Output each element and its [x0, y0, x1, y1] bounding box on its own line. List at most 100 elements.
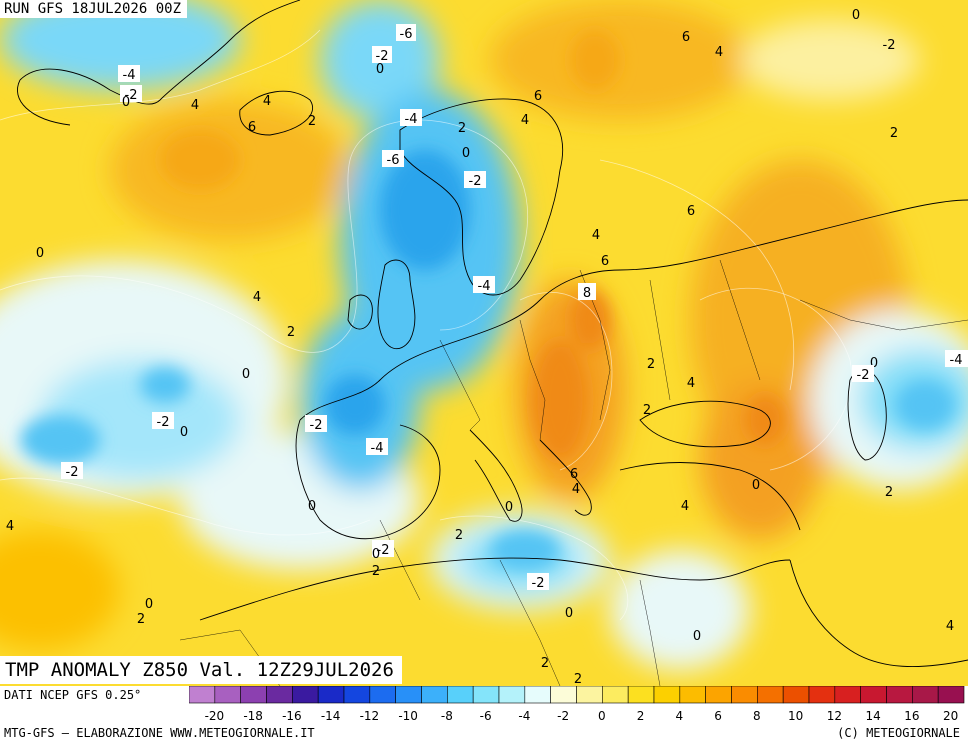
svg-text:0: 0 [752, 478, 760, 493]
svg-text:6: 6 [601, 254, 609, 269]
svg-text:4: 4 [715, 45, 723, 60]
contour-label: 2 [287, 325, 295, 340]
svg-text:4: 4 [572, 482, 580, 497]
contour-label: 2 [137, 612, 145, 627]
borders [179, 259, 968, 686]
scale-swatch [886, 686, 913, 704]
scale-swatch [834, 686, 861, 704]
copyright-text: (C) METEOGIORNALE [837, 726, 960, 740]
svg-text:4: 4 [521, 113, 529, 128]
contour-label: 4 [687, 376, 695, 391]
scale-swatch [782, 686, 810, 704]
contour-label: 0 [376, 62, 384, 77]
svg-text:6: 6 [570, 467, 578, 482]
contour-label: 4 [253, 290, 261, 305]
contour-label: 2 [541, 656, 549, 671]
contour-label: 6 [248, 120, 256, 135]
scale-tick-label: 20 [943, 709, 958, 723]
contour-label: -2 [152, 412, 174, 430]
svg-text:0: 0 [36, 246, 44, 261]
svg-text:2: 2 [890, 126, 898, 141]
contour-label: 4 [681, 499, 689, 514]
svg-text:2: 2 [574, 672, 582, 686]
svg-text:4: 4 [253, 290, 261, 305]
svg-text:0: 0 [870, 356, 878, 371]
contour-label: 0 [122, 95, 130, 110]
contour-label: -2 [852, 365, 874, 383]
svg-text:-6: -6 [387, 153, 400, 168]
svg-text:2: 2 [137, 612, 145, 627]
scale-tick-label: 14 [865, 709, 880, 723]
svg-text:2: 2 [458, 121, 466, 136]
contour-label: 0 [870, 356, 878, 371]
run-label: RUN GFS 18JUL2026 00Z [0, 0, 188, 18]
svg-text:2: 2 [647, 357, 655, 372]
contour-label: 0 [308, 499, 316, 514]
contour-labels: -6 -4 -2 0 0 2 4 6 8 -6 -4 -2 0 2 4 6 -2… [6, 8, 968, 686]
scale-swatch [369, 686, 396, 704]
contour-label: 2 [372, 564, 380, 579]
scale-swatch [189, 686, 216, 704]
svg-text:0: 0 [693, 629, 701, 644]
scale-swatch [395, 686, 422, 704]
contour-label: 0 [145, 597, 153, 612]
data-source: DATI NCEP GFS 0.25° [4, 688, 142, 702]
contour-label: 6 [534, 89, 542, 104]
svg-text:4: 4 [946, 619, 954, 634]
scale-swatch [214, 686, 241, 704]
svg-text:0: 0 [852, 8, 860, 23]
svg-text:-2: -2 [125, 88, 138, 103]
svg-text:-2: -2 [377, 543, 390, 558]
scale-swatch [860, 686, 887, 704]
svg-text:0: 0 [462, 146, 470, 161]
scale-swatch [447, 686, 474, 704]
svg-text:6: 6 [682, 30, 690, 45]
svg-text:2: 2 [643, 403, 651, 418]
scale-swatch [808, 686, 836, 704]
contour-label: -2 [61, 462, 83, 480]
contour-label: 0 [505, 500, 513, 515]
map-title: TMP ANOMALY Z850 Val. 12Z29JUL2026 [0, 656, 402, 684]
contour-label: 4 [521, 113, 529, 128]
scale-swatch [240, 686, 267, 704]
scale-tick-label: 16 [904, 709, 919, 723]
scale-swatch [937, 686, 965, 704]
contour-label: -6 [396, 24, 416, 42]
contour-label: -4 [118, 65, 140, 83]
scale-tick-label: 8 [753, 709, 761, 723]
svg-text:4: 4 [263, 94, 271, 109]
svg-text:2: 2 [455, 528, 463, 543]
scale-tick-label: -14 [321, 709, 341, 723]
contour-label: 0 [852, 8, 860, 23]
scale-tick-label: 4 [676, 709, 684, 723]
scale-swatch [550, 686, 577, 704]
scale-swatch [731, 686, 758, 704]
footer: DATI NCEP GFS 0.25° -20 -18 -16 -14 -12 -10 -8… [0, 686, 968, 745]
svg-text:6: 6 [248, 120, 256, 135]
contour-label: 4 [191, 98, 199, 113]
scale-tick-label: -2 [557, 709, 569, 723]
svg-text:0: 0 [376, 62, 384, 77]
scale-swatch [343, 686, 371, 704]
contour-label: 2 [885, 485, 893, 500]
contour-label: 4 [946, 619, 954, 634]
scale-tick-label: -8 [441, 709, 453, 723]
anomaly-map: -6 -4 -2 0 0 2 4 6 8 -6 -4 -2 0 2 4 6 -2… [0, 0, 968, 686]
contour-label: 0 [693, 629, 701, 644]
contour-label: 6 [687, 204, 695, 219]
scale-swatch [602, 686, 629, 704]
svg-text:0: 0 [308, 499, 316, 514]
svg-text:2: 2 [372, 564, 380, 579]
contour-label: 0 [242, 367, 250, 382]
svg-text:6: 6 [687, 204, 695, 219]
svg-text:0: 0 [180, 425, 188, 440]
scale-swatch [705, 686, 732, 704]
contour-label: 0 [565, 606, 573, 621]
svg-text:4: 4 [191, 98, 199, 113]
scale-swatch [292, 686, 319, 704]
scale-swatch [524, 686, 551, 704]
contour-label: 0 [462, 146, 470, 161]
scale-swatch [679, 686, 706, 704]
contour-label: 4 [592, 228, 600, 243]
scale-swatch [421, 686, 448, 704]
